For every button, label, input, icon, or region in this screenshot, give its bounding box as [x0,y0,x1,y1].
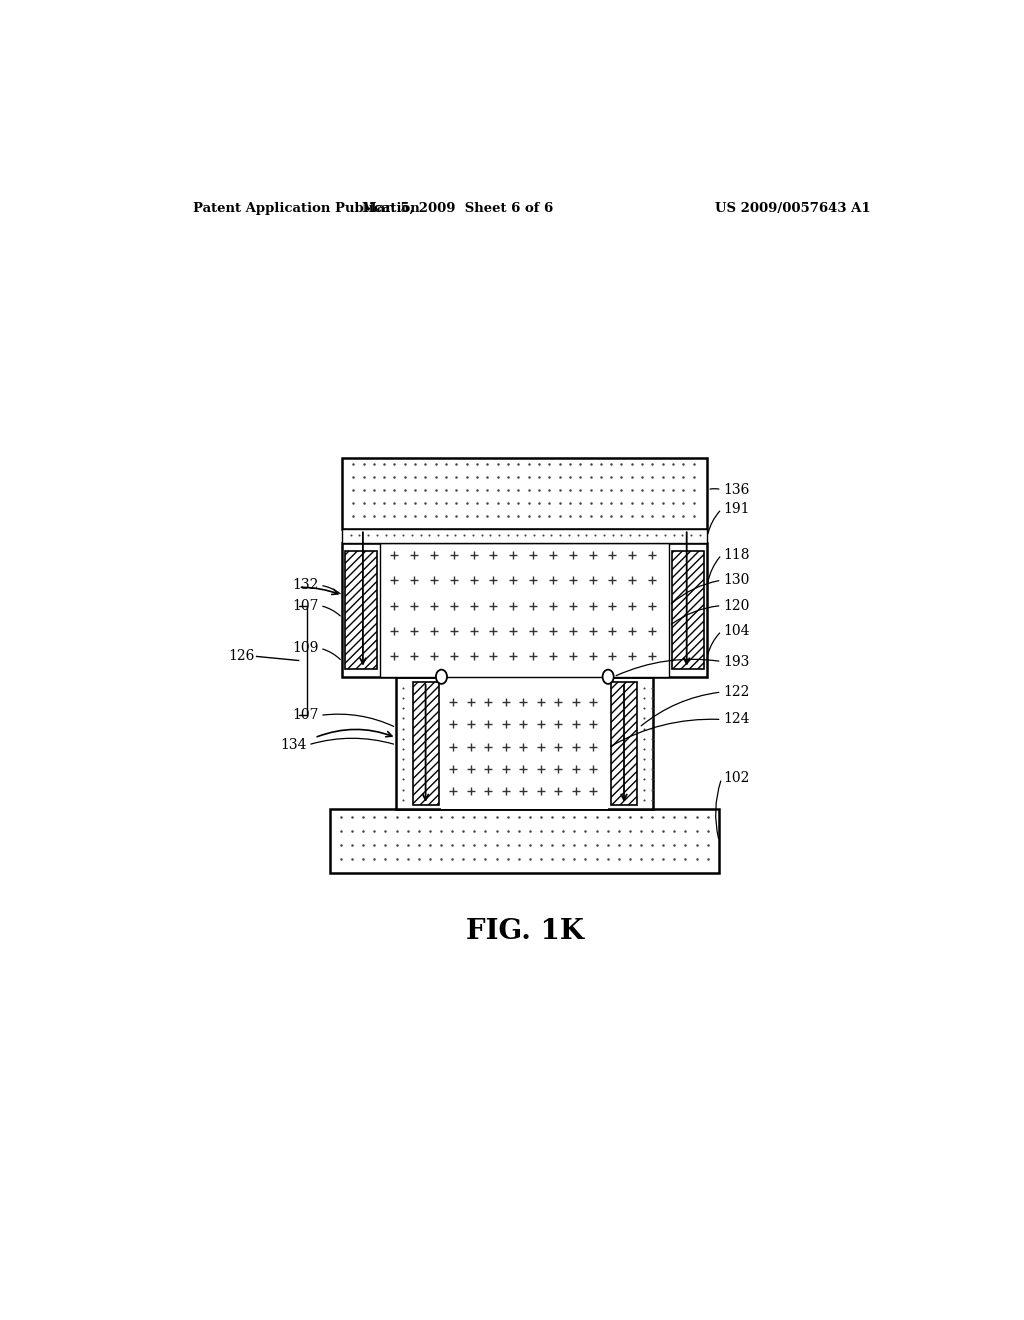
Bar [331,809,719,873]
Text: 109: 109 [292,642,318,655]
Text: 107: 107 [292,709,318,722]
Bar [673,550,705,669]
Text: Mar. 5, 2009  Sheet 6 of 6: Mar. 5, 2009 Sheet 6 of 6 [361,202,553,215]
Bar [610,682,637,805]
Bar [342,529,708,543]
Bar [345,550,377,669]
Bar [413,682,439,805]
Text: 122: 122 [723,685,750,700]
Text: 130: 130 [723,573,750,587]
Circle shape [436,669,447,684]
Bar [342,458,708,529]
Bar [380,543,670,677]
Text: 134: 134 [280,738,306,752]
Text: 118: 118 [723,548,750,562]
Text: 102: 102 [723,771,750,785]
Text: 104: 104 [723,624,750,638]
Text: 124: 124 [723,713,750,726]
Circle shape [602,669,613,684]
Text: 193: 193 [723,655,750,668]
Text: Patent Application Publication: Patent Application Publication [194,202,420,215]
Bar [396,677,653,809]
Text: US 2009/0057643 A1: US 2009/0057643 A1 [715,202,870,215]
Text: 126: 126 [228,649,255,664]
Text: 191: 191 [723,502,750,516]
Bar [441,677,608,809]
Text: 132: 132 [292,578,318,593]
Text: FIG. 1K: FIG. 1K [466,917,584,945]
Text: 136: 136 [723,483,750,496]
Text: 120: 120 [723,598,750,612]
Text: 107: 107 [292,598,318,612]
Bar [342,543,708,677]
